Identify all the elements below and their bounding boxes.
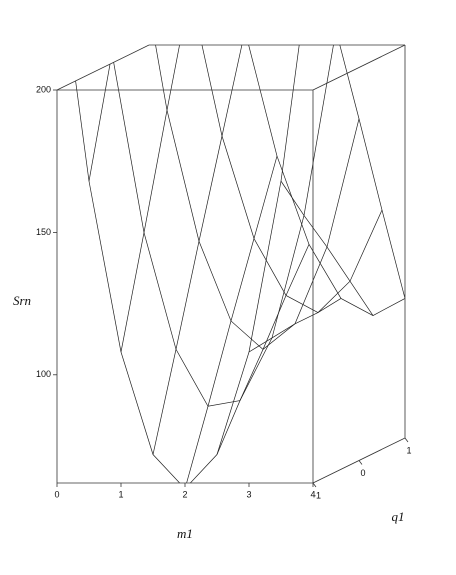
x-tick-label: 2 — [182, 489, 187, 499]
y-tick-label: 1 — [406, 445, 411, 455]
x-axis-label: m1 — [177, 526, 193, 541]
mesh-row — [125, 45, 383, 313]
y-tick-label: 0 — [360, 468, 365, 478]
box-edge — [56, 44, 150, 91]
z-tick-label: 100 — [36, 369, 51, 379]
mesh-column — [312, 45, 405, 299]
surface — [57, 45, 405, 483]
x-tick-label: 1 — [118, 489, 123, 499]
mesh-row — [148, 45, 405, 316]
mesh-column — [88, 45, 182, 182]
x-tick-label: 3 — [246, 489, 251, 499]
x-tick-label: 0 — [54, 489, 59, 499]
z-axis-label: Srn — [13, 293, 31, 308]
mesh-column — [248, 298, 342, 353]
z-tick-label: 150 — [36, 227, 51, 237]
mesh-column — [120, 45, 214, 353]
mesh-column — [280, 180, 374, 316]
mesh-column — [184, 155, 278, 483]
y-tick — [312, 482, 317, 488]
y-axis-label: q1 — [392, 509, 405, 524]
mesh-row — [102, 45, 360, 350]
mesh-column — [216, 244, 310, 455]
y-tick-label: -1 — [313, 490, 321, 500]
box-edge — [312, 44, 406, 91]
mesh-column — [152, 45, 246, 455]
y-tick — [358, 460, 363, 465]
x-tick-label: 4 — [310, 489, 315, 499]
z-tick-label: 200 — [36, 84, 51, 94]
mesh-row — [79, 45, 337, 407]
y-tick — [404, 437, 409, 443]
mesh-row — [57, 45, 314, 483]
